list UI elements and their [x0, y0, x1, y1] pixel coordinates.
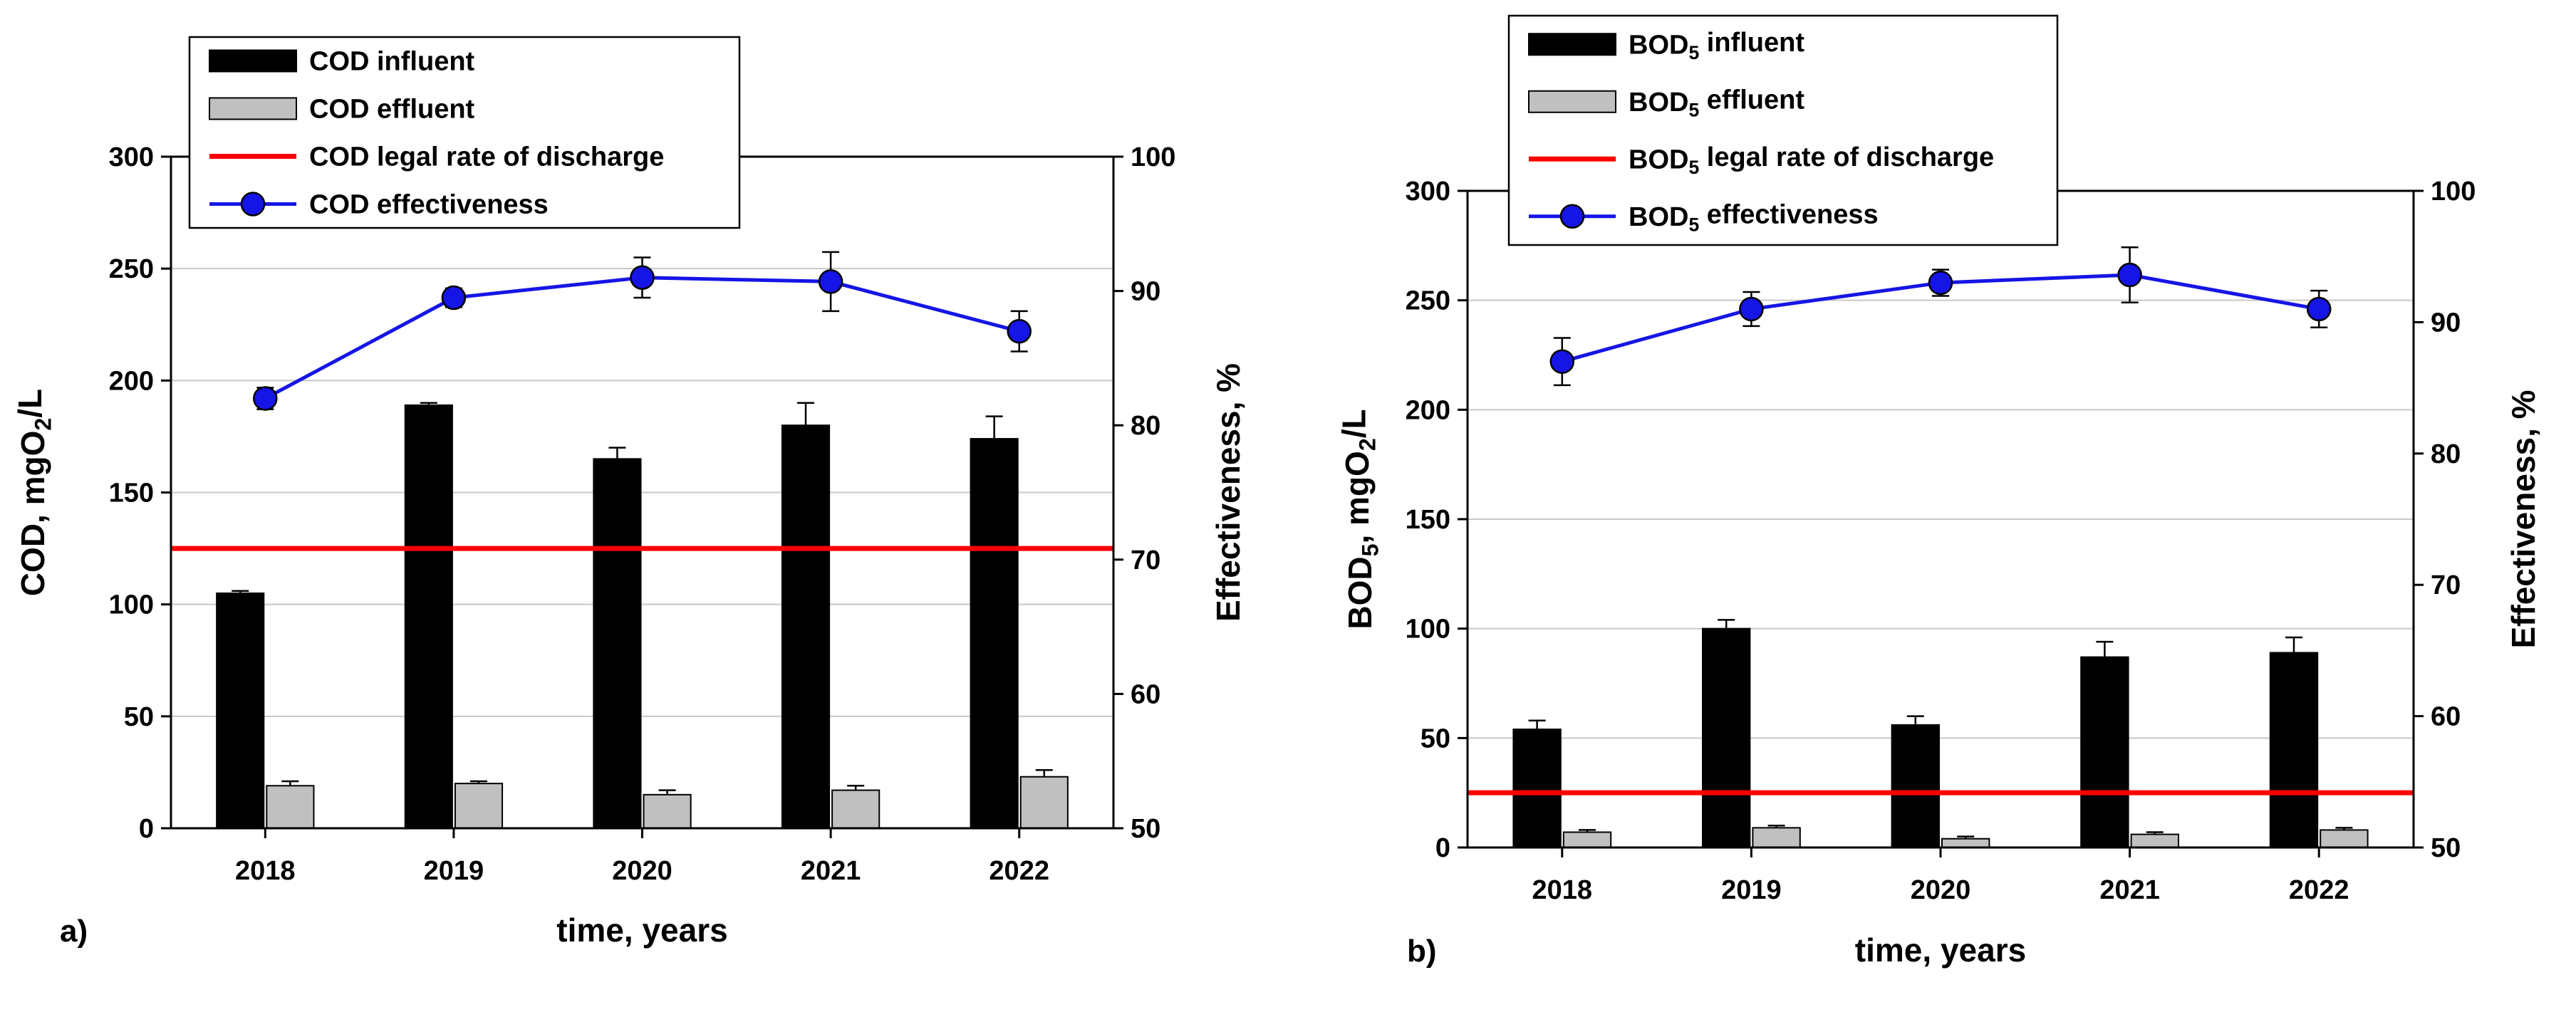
- panel-label: b): [1407, 934, 1437, 969]
- x-tick-label: 2021: [2099, 875, 2160, 905]
- y2-axis-title: Effectiveness, %: [1210, 363, 1247, 622]
- chart-panel-1: 0 50 100 150 200 250 300 50 60 70 80 90 100 2018 2019 2…: [11, 36, 1247, 949]
- bar-cod-effluent: [454, 783, 504, 829]
- legend-label: COD legal rate of discharge: [309, 142, 664, 172]
- legend-label: BOD5 effluent: [1629, 85, 1804, 120]
- bar-cod-influent: [593, 458, 642, 829]
- bar-bod5-effluent: [1752, 827, 1801, 848]
- bar-cod-effluent: [643, 793, 692, 829]
- effectiveness-point: [630, 265, 655, 290]
- panel-label: a): [60, 914, 88, 949]
- bar-bod5-influent: [1702, 627, 1751, 849]
- legend-marker: [240, 192, 266, 217]
- legend: COD influent COD effluent COD legal rate o…: [188, 36, 741, 229]
- x-tick-label: 2021: [801, 856, 861, 886]
- legend-swatch: [1528, 90, 1616, 113]
- y2-tick-label: 70: [2431, 570, 2461, 600]
- y2-tick-label: 60: [1131, 679, 1160, 709]
- y-tick-label: 0: [139, 814, 154, 844]
- effectiveness-point: [818, 269, 843, 294]
- bar-bod5-effluent: [1941, 838, 1990, 848]
- legend-swatch: [1528, 33, 1616, 56]
- y2-tick-label: 50: [2431, 833, 2461, 863]
- y2-tick-label: 100: [1131, 142, 1175, 172]
- y-tick-label: 200: [1406, 395, 1450, 425]
- effectiveness-point: [253, 386, 278, 411]
- y2-tick-label: 70: [1131, 546, 1160, 575]
- bar-cod-influent: [970, 438, 1019, 829]
- bar-bod5-effluent: [2130, 833, 2180, 849]
- y-tick-label: 100: [109, 590, 154, 620]
- legend-label: COD effluent: [309, 95, 475, 125]
- x-tick-label: 2020: [1911, 875, 1971, 905]
- y2-tick-label: 80: [1131, 411, 1160, 441]
- x-tick-label: 2018: [1532, 875, 1593, 905]
- y2-tick-label: 90: [1131, 277, 1160, 307]
- y2-tick-label: 100: [2431, 177, 2476, 207]
- x-tick-label: 2018: [235, 856, 296, 886]
- chart-panel-2: 0 50 100 150 200 250 300 50 60 70 80 90 100 2018 2019 2…: [1336, 14, 2542, 969]
- legend-label: BOD5 legal rate of discharge: [1629, 142, 1994, 178]
- y-tick-label: 100: [1406, 615, 1450, 645]
- effectiveness-point: [441, 285, 467, 311]
- effectiveness-point: [1007, 318, 1032, 344]
- y-tick-label: 300: [1406, 177, 1450, 207]
- bar-cod-effluent: [266, 785, 315, 829]
- effectiveness-point: [1928, 270, 1953, 296]
- bar-bod5-influent: [1891, 724, 1941, 848]
- x-axis-title: time, years: [556, 912, 727, 949]
- legend-swatch: [209, 49, 297, 73]
- effectiveness-point: [2117, 262, 2142, 288]
- bar-bod5-influent: [2269, 652, 2319, 848]
- y-tick-label: 250: [1406, 286, 1450, 316]
- y-tick-label: 150: [1406, 505, 1450, 535]
- legend-label: COD effectiveness: [309, 190, 549, 220]
- bar-cod-influent: [781, 424, 831, 829]
- y-tick-label: 50: [1421, 724, 1450, 753]
- x-tick-label: 2019: [1721, 875, 1782, 905]
- bar-bod5-influent: [1512, 729, 1562, 849]
- bar-cod-effluent: [1019, 776, 1069, 830]
- x-tick-label: 2022: [2289, 875, 2349, 905]
- bar-bod5-influent: [2080, 656, 2129, 848]
- x-tick-label: 2022: [989, 856, 1049, 886]
- legend-label: BOD5 influent: [1629, 28, 1804, 63]
- y-tick-label: 200: [109, 366, 154, 396]
- effectiveness-point: [1739, 296, 1764, 322]
- bar-cod-effluent: [831, 789, 881, 830]
- legend-marker: [1559, 204, 1585, 229]
- y-axis-title: COD, mgO2/L: [11, 389, 56, 596]
- y-tick-label: 0: [1435, 833, 1450, 863]
- bar-cod-influent: [404, 404, 453, 829]
- y2-tick-label: 60: [2431, 702, 2461, 732]
- effectiveness-point: [1549, 349, 1575, 374]
- y2-tick-label: 80: [2431, 439, 2461, 469]
- y-tick-label: 250: [109, 254, 154, 284]
- bar-bod5-effluent: [2320, 829, 2369, 848]
- bar-cod-influent: [216, 592, 265, 829]
- y2-tick-label: 50: [1131, 814, 1160, 844]
- effectiveness-point: [2306, 296, 2332, 322]
- legend-swatch: [209, 97, 297, 120]
- y2-tick-label: 90: [2431, 308, 2461, 338]
- y2-axis-title: Effectiveness, %: [2505, 390, 2542, 648]
- x-axis-title: time, years: [1855, 932, 2026, 969]
- y-tick-label: 300: [109, 142, 154, 172]
- legend: BOD5 influent BOD5 effluent BOD5 legal rat…: [1507, 14, 2059, 246]
- y-tick-label: 50: [124, 702, 154, 732]
- x-tick-label: 2019: [424, 856, 484, 886]
- legend-label: BOD5 effectiveness: [1629, 199, 1879, 235]
- y-axis-title: BOD5, mgO2/L: [1336, 409, 1383, 629]
- y-tick-label: 150: [109, 479, 154, 508]
- legend-label: COD influent: [309, 47, 475, 77]
- bar-bod5-effluent: [1562, 831, 1612, 849]
- x-tick-label: 2020: [612, 856, 672, 886]
